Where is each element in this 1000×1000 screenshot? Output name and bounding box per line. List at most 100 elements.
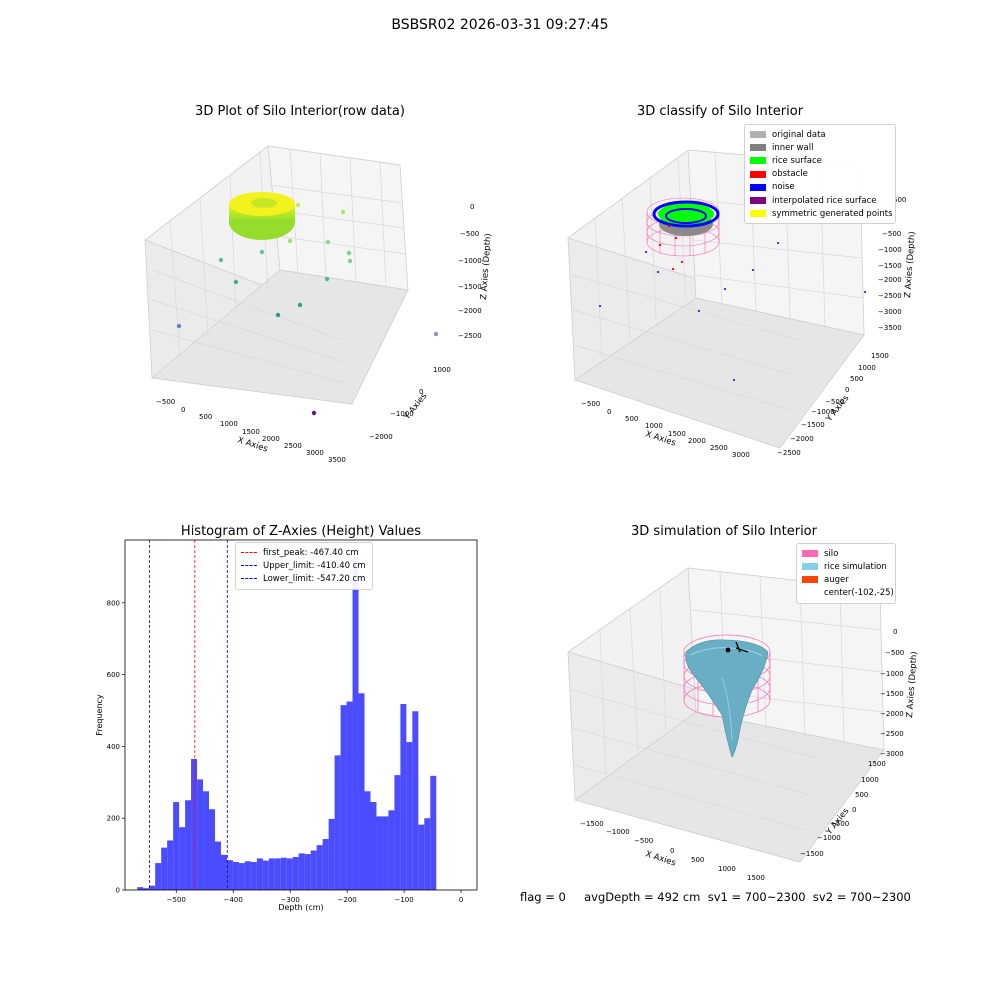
histogram-bar <box>149 885 156 890</box>
simulation-ytick: −1500 <box>800 850 824 858</box>
histogram-bar <box>167 840 174 890</box>
histogram-bar <box>203 791 210 890</box>
raw-ztick: 0 <box>470 203 474 211</box>
classify-legend: original data inner wall rice surface ob… <box>744 124 896 225</box>
histogram-bar <box>310 850 317 890</box>
raw-axes-panes <box>144 145 409 405</box>
histogram-xtick-label: −200 <box>338 896 357 904</box>
histogram-bar <box>304 854 311 890</box>
simulation-rice-surface <box>685 639 769 758</box>
histogram-ytick-label: 0 <box>116 887 120 895</box>
classify-obstacle-points <box>658 224 684 271</box>
classify-ytick: −2500 <box>777 449 801 457</box>
simulation-ytick: 1500 <box>868 760 886 768</box>
histogram-bar <box>238 863 245 890</box>
legend-swatch <box>750 197 766 205</box>
classify-ztick: −3000 <box>878 308 902 316</box>
classify-xtick: 2000 <box>688 437 706 445</box>
simulation-ztick: −2500 <box>880 730 904 738</box>
legend-label: center(-102,-25) <box>824 588 894 599</box>
histogram-bar <box>376 816 383 890</box>
legend-label: obstacle <box>772 169 808 180</box>
histogram-xlabel: Depth (cm) <box>278 903 323 912</box>
raw-xtick: 1500 <box>242 428 260 436</box>
simulation-ztick: −500 <box>885 649 904 657</box>
classify-ytick: −1000 <box>811 408 835 416</box>
legend-item-rice-simulation: rice simulation <box>802 560 890 573</box>
simulation-xtick: 0 <box>670 847 674 855</box>
histogram-bar <box>191 758 198 890</box>
legend-label: silo <box>824 548 839 559</box>
legend-label: interpolated rice surface <box>772 195 877 206</box>
raw-ztick: −2000 <box>458 307 482 315</box>
raw-outlier-points <box>176 202 439 416</box>
histogram-bar <box>143 888 150 890</box>
histogram-bar <box>232 862 239 890</box>
legend-label: inner wall <box>772 142 814 153</box>
legend-swatch <box>802 589 818 597</box>
raw-zlabel: Z Axies (Depth) <box>479 233 494 300</box>
legend-swatch <box>750 183 766 191</box>
simulation-legend: silo rice simulation auger center(-102,-… <box>796 543 896 604</box>
raw-ztick: −1500 <box>458 283 482 291</box>
histogram-bar <box>185 800 192 890</box>
histogram-bar <box>406 742 413 890</box>
legend-item-upper-limit: Upper_limit: -410.40 cm <box>241 559 367 572</box>
classify-ytick: 500 <box>850 375 863 383</box>
histogram-bar <box>340 705 347 890</box>
legend-swatch <box>802 576 818 584</box>
histogram-bar <box>209 809 215 890</box>
histogram-bar <box>346 701 353 890</box>
histogram-bar <box>298 853 305 890</box>
raw-ztick: −2500 <box>458 332 482 340</box>
histogram-bar <box>334 755 341 890</box>
legend-label: first_peak: -467.40 cm <box>263 547 359 558</box>
histogram-bar <box>137 887 144 890</box>
legend-swatch <box>750 131 766 139</box>
classify-xtick: 1500 <box>668 430 686 438</box>
histogram-bar <box>262 860 269 890</box>
histogram-bar <box>220 854 227 890</box>
legend-item-lower-limit: Lower_limit: -547.20 cm <box>241 572 367 585</box>
figure-title: BSBSR02 2026-03-31 09:27:45 <box>391 17 609 33</box>
histogram-xtick-label: −500 <box>167 896 186 904</box>
legend-item-auger: auger <box>802 573 890 586</box>
histogram-title: Histogram of Z-Axies (Height) Values <box>180 524 422 539</box>
histogram-bar <box>250 862 257 890</box>
legend-label: rice surface <box>772 155 822 166</box>
classify-xtick: 3000 <box>732 451 750 459</box>
raw-xtick: 2500 <box>284 442 302 450</box>
raw-xtick: 2000 <box>262 435 280 443</box>
raw-xtick: 0 <box>181 406 185 414</box>
classify-ytick: −1500 <box>801 421 825 429</box>
legend-item-noise: noise <box>750 181 890 194</box>
simulation-ytick: −500 <box>830 820 849 828</box>
histogram-ytick-label: 800 <box>107 599 120 607</box>
classify-xtick: 0 <box>607 408 611 416</box>
legend-swatch <box>802 563 818 571</box>
simulation-xtick: 1500 <box>747 874 765 882</box>
legend-swatch <box>802 550 818 558</box>
legend-item-symmetric: symmetric generated points <box>750 207 893 220</box>
histogram-xtick-label: −100 <box>394 896 413 904</box>
simulation-auger-marker <box>725 641 749 653</box>
simulation-plot-title: 3D simulation of Silo Interior <box>631 524 817 539</box>
raw-ytick: 1000 <box>433 366 451 374</box>
histogram-bar <box>364 791 371 890</box>
histogram-bar <box>322 839 329 890</box>
classify-xtick: 500 <box>625 415 638 423</box>
histogram-bar <box>161 847 168 890</box>
raw-xtick: 500 <box>199 413 212 421</box>
histogram-bar <box>286 858 293 890</box>
histogram-bar <box>179 827 186 890</box>
simulation-ztick: 0 <box>893 628 897 636</box>
histogram-xtick-label: −400 <box>224 896 243 904</box>
legend-item-inner-wall: inner wall <box>750 141 890 154</box>
legend-item-first-peak: first_peak: -467.40 cm <box>241 546 367 559</box>
simulation-ytick: 500 <box>855 791 868 799</box>
classify-zlabel: Z Axies (Depth) <box>903 231 918 298</box>
classify-ztick: −2000 <box>878 276 902 284</box>
legend-label: symmetric generated points <box>772 208 893 219</box>
classify-ytick: −500 <box>825 398 844 406</box>
histogram-bar <box>274 858 281 890</box>
